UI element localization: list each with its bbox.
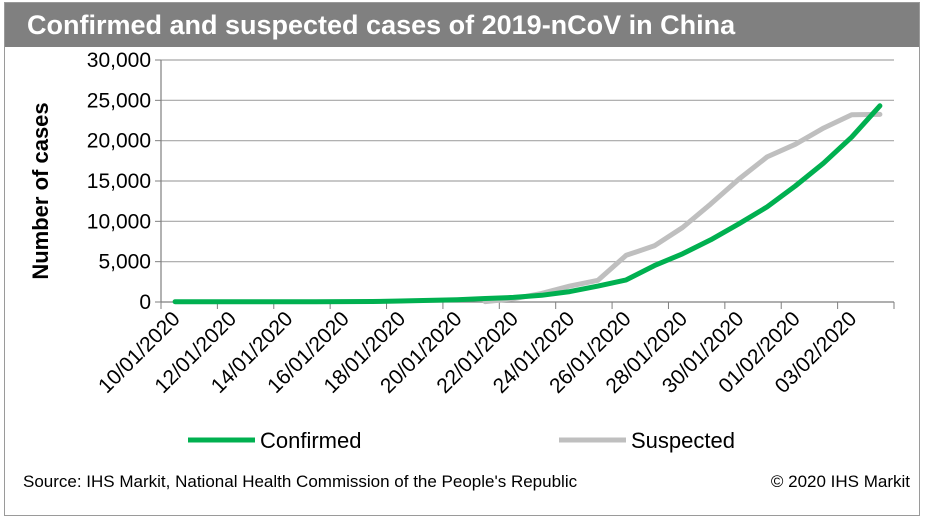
title-bar: Confirmed and suspected cases of 2019-nC… <box>5 3 919 47</box>
axes <box>155 59 895 309</box>
series-line-confirmed <box>172 103 883 305</box>
y-axis-label: Number of cases <box>28 102 53 279</box>
chart-title: Confirmed and suspected cases of 2019-nC… <box>27 10 736 40</box>
source-note: Source: IHS Markit, National Health Comm… <box>23 472 578 491</box>
y-tick-label: 30,000 <box>87 49 151 72</box>
y-tick-label: 20,000 <box>87 130 151 153</box>
y-tick-label: 10,000 <box>87 210 151 233</box>
y-tick-label: 5,000 <box>98 251 151 274</box>
y-tick-labels: 0 5,000 10,000 15,000 20,000 25,000 30,000 <box>87 49 151 314</box>
y-tick-label: 15,000 <box>87 170 151 193</box>
series-line-suspected <box>482 111 883 305</box>
y-tick-label: 0 <box>139 291 151 314</box>
copyright-note: © 2020 IHS Markit <box>770 472 910 491</box>
grid-lines <box>161 59 894 263</box>
chart-frame: Confirmed and suspected cases of 2019-nC… <box>4 2 920 516</box>
legend: Confirmed Suspected <box>188 428 735 453</box>
series-lines <box>172 103 883 305</box>
legend-label-suspected: Suspected <box>631 428 735 453</box>
legend-label-confirmed: Confirmed <box>260 428 361 453</box>
x-tick-labels: 10/01/202012/01/202014/01/202016/01/2020… <box>94 307 861 398</box>
y-tick-label: 25,000 <box>87 89 151 112</box>
